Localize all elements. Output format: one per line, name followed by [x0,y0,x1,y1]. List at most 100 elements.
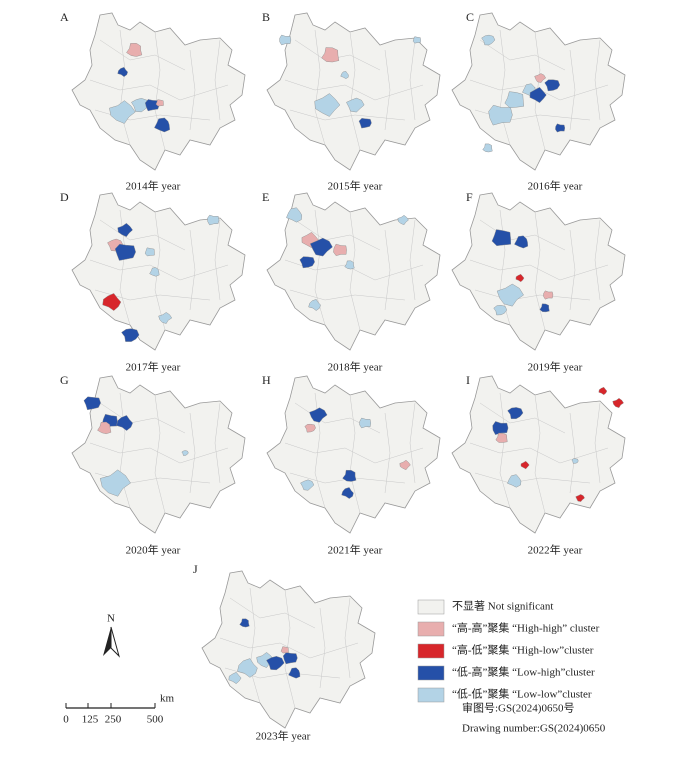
scale-bar: 0 125 250 500 km [63,693,174,726]
panel-letter: D [60,190,69,204]
province-outline [451,192,626,351]
province-outline [71,12,246,171]
province-outline [266,12,441,171]
cluster-region [117,67,128,77]
cluster-region [309,407,328,423]
map-panel [71,375,246,534]
cluster-region [256,652,275,668]
cluster-region [504,91,525,108]
cluster-region [397,215,409,226]
map-panel [266,375,441,534]
cluster-region [491,229,512,247]
north-arrow-left [103,627,111,656]
cluster-region [496,283,524,307]
map-panel [201,570,376,729]
cluster-region [83,396,101,411]
panel-letter: C [466,10,474,24]
county-boundaries [89,392,229,514]
panel-caption: 2016年 year [528,179,583,193]
cluster-region [288,667,301,679]
map-panel [71,12,246,171]
map-panel [451,12,626,171]
cluster-region [308,299,321,311]
panel-letter: I [466,373,470,387]
cluster-region [342,469,357,482]
legend-swatch [417,687,445,703]
cluster-region [304,423,316,433]
county-boundaries [284,209,424,331]
county-boundaries [89,29,229,151]
panel-letter: F [466,190,473,204]
legend: 不显著 Not significant “高-高”聚集 “High-high” c… [417,599,600,703]
approval-number: 审图号:GS(2024)0650号 [462,701,574,715]
cluster-region [344,260,355,270]
legend-swatch [417,665,445,681]
cluster-region [228,671,242,684]
panel-caption: 2020年 year [126,543,181,557]
panel-letter: J [193,562,198,576]
map-panel [451,375,626,534]
cluster-region [495,432,508,443]
panel-caption: 2022年 year [528,543,583,557]
scale-unit: km [160,693,175,705]
north-label: N [107,613,115,625]
legend-label: “高-高”聚集 “High-high” cluster [452,621,600,635]
cluster-region [99,469,131,497]
cluster-region [492,421,509,435]
cluster-region [237,658,258,678]
panel-letter: G [60,373,69,387]
cluster-region [126,43,143,57]
county-boundaries [469,392,609,514]
cluster-region [575,494,585,502]
cluster-region [515,273,525,283]
cluster-region [341,487,354,499]
cluster-region [181,450,189,456]
map-panel [266,192,441,351]
legend-label: “高-低”聚集 “High-low”cluster [452,643,594,657]
cluster-region [97,421,112,435]
cluster-region [571,458,579,464]
cluster-region [481,34,496,46]
cluster-region [239,618,250,628]
scale-label: 125 [82,714,99,726]
cluster-region [155,99,164,107]
legend-label: 不显著 Not significant [452,599,553,613]
panel-caption: 2014年 year [126,179,181,193]
cluster-region [507,474,522,488]
panel-caption: 2015年 year [328,179,383,193]
cluster-region [333,243,347,256]
cluster-region [543,290,554,300]
legend-swatch [417,621,445,637]
panel-letter: B [262,10,270,24]
cluster-region [282,652,298,665]
cluster-region [109,100,136,124]
province-outline [451,375,626,534]
cluster-region [121,328,140,342]
cluster-region [266,656,285,671]
cluster-region [598,386,608,396]
cluster-region [346,97,365,113]
cluster-region [539,303,550,313]
legend-swatch [417,599,445,615]
cluster-region [116,415,133,431]
cluster-region [534,73,546,83]
cluster-region [286,207,303,223]
cluster-region [309,237,333,257]
cluster-region [321,47,340,63]
cluster-region [279,34,292,46]
cluster-region [207,214,220,226]
county-boundaries [284,392,424,514]
cluster-region [482,143,493,153]
cluster-region [144,99,160,112]
cluster-region [529,87,547,103]
cluster-region [314,93,341,117]
cluster-region [358,118,372,129]
cluster-region [154,117,170,133]
cluster-region [612,398,624,408]
cluster-region [300,479,315,491]
province-outline [266,375,441,534]
legend-swatch [417,643,445,659]
panel-letter: E [262,190,269,204]
cluster-region [102,293,122,311]
